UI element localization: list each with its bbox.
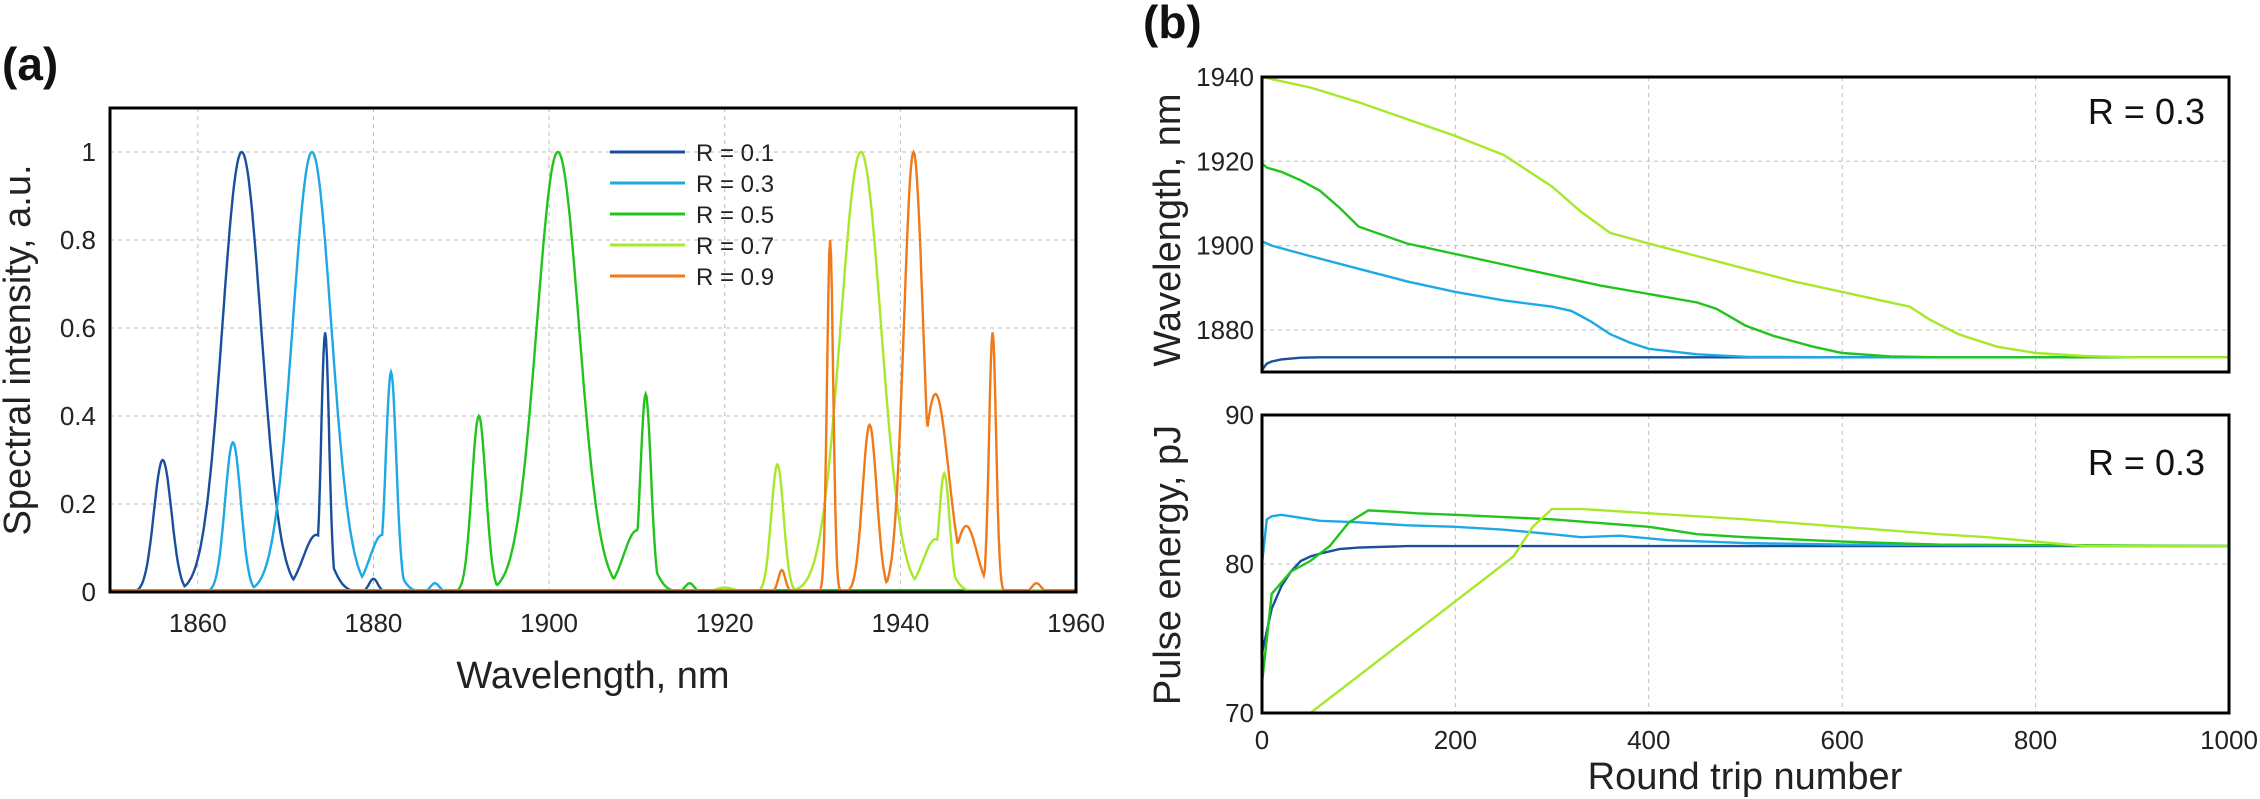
panel-a-xtick: 1880 — [345, 608, 403, 638]
panel-a-ylabel: Spectral intensity, a.u. — [0, 164, 39, 535]
legend-label-r-0-5: R = 0.5 — [696, 202, 774, 229]
legend-label-r-0-7: R = 0.7 — [696, 233, 774, 260]
panel-b-top-series-r-0-7 — [1262, 77, 2229, 359]
panel-b-top-ytick: 1920 — [1196, 146, 1254, 176]
legend-label-r-0-9: R = 0.9 — [696, 264, 774, 291]
panel-a-xtick: 1960 — [1047, 608, 1105, 638]
panel-b-bottom-series-r-0-5 — [1262, 509, 2229, 684]
panel-a-ytick: 0.2 — [60, 489, 96, 519]
panel-a-ticks: 1860 1880 1900 1920 1940 1960 0 0.2 0.4 0.6 0.8 1 — [60, 137, 1105, 638]
panel-a-xtick: 1920 — [696, 608, 754, 638]
panel-b-top-ytick: 1900 — [1196, 231, 1254, 261]
panel-b-bottom-xtick: 200 — [1434, 725, 1477, 755]
panel-b-top-ytick: 1880 — [1196, 315, 1254, 345]
panel-b-top-series-r-0-3 — [1262, 240, 2229, 359]
panel-a-xtick: 1900 — [520, 608, 578, 638]
panel-a-ytick: 0.8 — [60, 225, 96, 255]
panel-b-top-ytick: 1940 — [1196, 62, 1254, 92]
panel-b-top-annotation: R = 0.3 — [2088, 91, 2205, 132]
panel-b-top-ylabel: Wavelength, nm — [1147, 93, 1189, 366]
panel-b-bottom-ylabel: Pulse energy, pJ — [1147, 425, 1189, 705]
panel-a-xlabel: Wavelength, nm — [456, 655, 729, 697]
panel-b-bottom-xtick: 600 — [1821, 725, 1864, 755]
panel-a-series-r-0-1 — [110, 150, 1076, 592]
panel-b-top-series-r-0-1 — [1262, 356, 2229, 371]
panel-b-top-frame — [1260, 75, 2231, 374]
panel-a-series-r-0-5 — [110, 150, 1076, 592]
panel-b-bottom-series-r-0-3 — [1262, 513, 2229, 565]
panel-b-bottom-grid — [1262, 415, 2229, 713]
panel-b-bottom-xtick: 1000 — [2200, 725, 2258, 755]
panel-b-bottom-xtick: 400 — [1627, 725, 1670, 755]
panel-a-xtick: 1940 — [871, 608, 929, 638]
panel-a-series — [110, 149, 1076, 592]
panel-b-bottom-ytick: 90 — [1225, 400, 1254, 430]
panel-a-ytick: 0.4 — [60, 401, 96, 431]
panel-b-bottom-series-r-0-7 — [1309, 507, 2229, 713]
panel-b-bottom-xlabel: Round trip number — [1588, 756, 1903, 798]
panel-a-series-r-0-3 — [110, 150, 1076, 592]
panel-b-bottom-xtick: 0 — [1255, 725, 1269, 755]
panel-b-top-series — [1262, 77, 2229, 371]
panel-b-bottom-ytick: 70 — [1225, 698, 1254, 728]
panel-a-xtick: 1860 — [169, 608, 227, 638]
panel-b-top-ticks: 1880 1900 1920 1940 — [1196, 62, 1254, 345]
panel-label-b: (b) — [1143, 0, 1202, 48]
panel-b-top-series-r-0-5 — [1262, 162, 2229, 359]
legend-label-r-0-1: R = 0.1 — [696, 140, 774, 167]
panel-b-top-grid — [1262, 77, 2229, 372]
panel-b-bottom-frame — [1260, 413, 2231, 715]
panel-b-bottom-ticks: 70 80 90 0 200 400 600 800 1000 — [1225, 400, 2258, 755]
panel-a-ytick: 0 — [82, 577, 96, 607]
panel-a-ytick: 1 — [82, 137, 96, 167]
panel-a-legend: R = 0.1 R = 0.3 R = 0.5 R = 0.7 R = 0.9 — [610, 140, 774, 291]
panel-b-bottom-series-r-0-1 — [1262, 544, 2229, 654]
legend-label-r-0-3: R = 0.3 — [696, 171, 774, 198]
panel-b-bottom-series — [1262, 507, 2229, 713]
panel-label-a: (a) — [2, 38, 58, 90]
panel-b-bottom-ytick: 80 — [1225, 549, 1254, 579]
panel-a-ytick: 0.6 — [60, 313, 96, 343]
panel-a-series-r-0-7 — [110, 150, 1076, 592]
panel-a-grid — [110, 108, 1076, 592]
panel-a-frame — [108, 106, 1078, 594]
panel-a-series-r-0-9 — [110, 149, 1076, 592]
panel-b-bottom-xtick: 800 — [2014, 725, 2057, 755]
panel-b-bottom-annotation: R = 0.3 — [2088, 442, 2205, 483]
